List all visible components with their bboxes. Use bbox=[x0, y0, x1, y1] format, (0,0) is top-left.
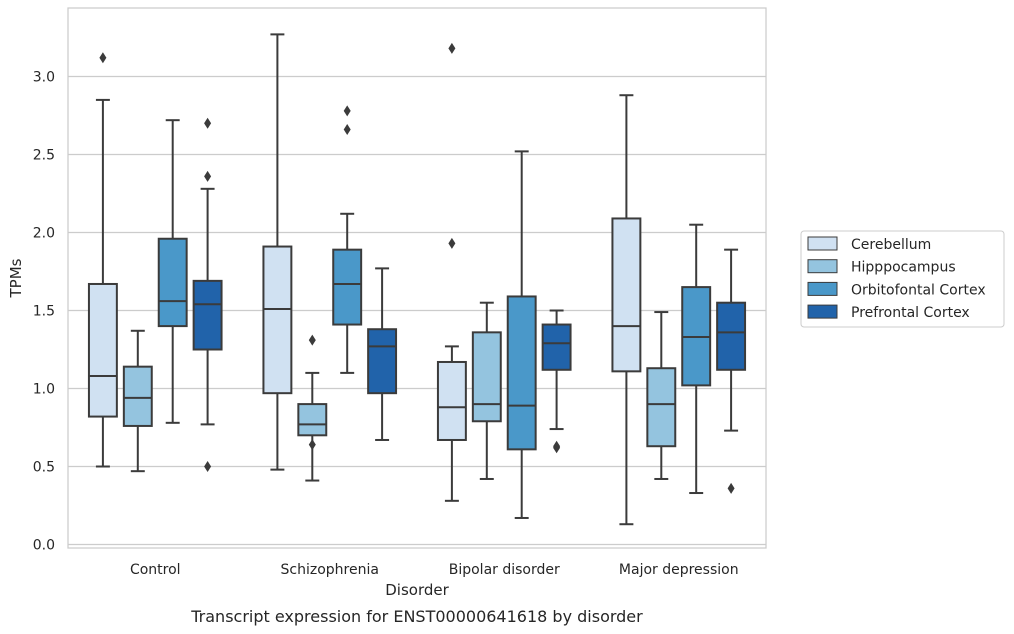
iqr-box bbox=[87, 282, 118, 418]
box-cerebellum bbox=[87, 52, 118, 468]
outlier-point bbox=[448, 42, 456, 54]
iqr-box bbox=[611, 217, 642, 373]
box-cerebellum bbox=[611, 94, 642, 526]
outlier-point bbox=[343, 105, 351, 117]
iqr-box bbox=[646, 367, 677, 448]
box-groups bbox=[87, 33, 747, 526]
iqr-box bbox=[471, 331, 502, 423]
box-prefrontal-cortex bbox=[541, 309, 572, 454]
x-axis-title: Disorder bbox=[385, 581, 449, 599]
x-tick-label: Schizophrenia bbox=[281, 562, 379, 578]
box-hipppocampus bbox=[122, 329, 153, 473]
legend-swatch bbox=[807, 259, 838, 274]
legend-label: Prefrontal Cortex bbox=[851, 305, 970, 321]
y-tick-label: 0.5 bbox=[33, 460, 55, 476]
x-tick-label: Major depression bbox=[619, 562, 739, 578]
y-tick-label: 0.0 bbox=[33, 538, 55, 554]
outlier-point bbox=[204, 170, 212, 182]
iqr-box bbox=[297, 403, 328, 437]
legend-label: Orbitofontal Cortex bbox=[851, 282, 986, 298]
iqr-box bbox=[157, 237, 188, 328]
outlier-point bbox=[308, 439, 316, 451]
legend-label: Cerebellum bbox=[851, 237, 931, 253]
box-orbitofontal-cortex bbox=[681, 223, 712, 495]
legend-swatch bbox=[807, 281, 838, 296]
iqr-box bbox=[262, 245, 293, 395]
iqr-box bbox=[192, 279, 223, 351]
box-orbitofontal-cortex bbox=[332, 105, 363, 374]
outlier-point bbox=[308, 334, 316, 346]
y-tick-label: 2.0 bbox=[33, 226, 55, 242]
outlier-point bbox=[343, 124, 351, 136]
iqr-box bbox=[506, 295, 537, 451]
box-prefrontal-cortex bbox=[192, 117, 223, 472]
box-prefrontal-cortex bbox=[367, 267, 398, 441]
y-tick-label: 1.0 bbox=[33, 382, 55, 398]
outlier-point bbox=[448, 237, 456, 249]
y-tick-label: 2.5 bbox=[33, 148, 55, 164]
box-hipppocampus bbox=[646, 311, 677, 480]
x-tick-label: Bipolar disorder bbox=[449, 562, 560, 578]
plot-frame bbox=[67, 7, 767, 549]
iqr-box bbox=[367, 328, 398, 395]
iqr-box bbox=[436, 360, 467, 441]
x-tick-labels: Control Schizophrenia Bipolar disorder Majo… bbox=[130, 562, 739, 578]
y-tick-label: 1.5 bbox=[33, 304, 55, 320]
legend-label: Hipppocampus bbox=[851, 260, 956, 276]
iqr-box bbox=[541, 323, 572, 371]
outlier-point bbox=[553, 440, 561, 452]
box-hipppocampus bbox=[297, 334, 328, 482]
box-cerebellum bbox=[436, 42, 467, 502]
outlier-point bbox=[99, 52, 107, 64]
iqr-box bbox=[122, 365, 153, 427]
outlier-point bbox=[204, 117, 212, 129]
box-hipppocampus bbox=[471, 301, 502, 480]
legend-frame bbox=[800, 230, 1005, 328]
box-cerebellum bbox=[262, 33, 293, 471]
outlier-point bbox=[727, 482, 735, 494]
figure-caption: Transcript expression for ENST0000064161… bbox=[190, 607, 643, 626]
legend: Cerebellum Hipppocampus Orbitofontal Corte… bbox=[800, 230, 1005, 328]
box-prefrontal-cortex bbox=[716, 248, 747, 494]
y-axis-title: TPMs bbox=[7, 258, 25, 298]
iqr-box bbox=[332, 248, 363, 326]
iqr-box bbox=[716, 301, 747, 371]
legend-swatch bbox=[807, 304, 838, 319]
box-orbitofontal-cortex bbox=[157, 119, 188, 424]
y-tick-labels: 0.0 0.5 1.0 1.5 2.0 2.5 3.0 bbox=[33, 70, 55, 554]
outlier-point bbox=[204, 461, 212, 472]
legend-swatch bbox=[807, 236, 838, 251]
y-tick-label: 3.0 bbox=[33, 70, 55, 86]
box-orbitofontal-cortex bbox=[506, 150, 537, 519]
x-tick-label: Control bbox=[130, 562, 181, 578]
